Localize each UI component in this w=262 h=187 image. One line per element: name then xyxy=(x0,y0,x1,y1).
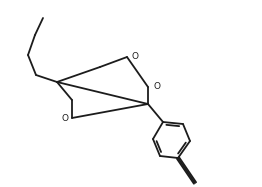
Text: O: O xyxy=(153,82,160,91)
Text: O: O xyxy=(61,114,68,122)
Text: O: O xyxy=(132,51,139,61)
